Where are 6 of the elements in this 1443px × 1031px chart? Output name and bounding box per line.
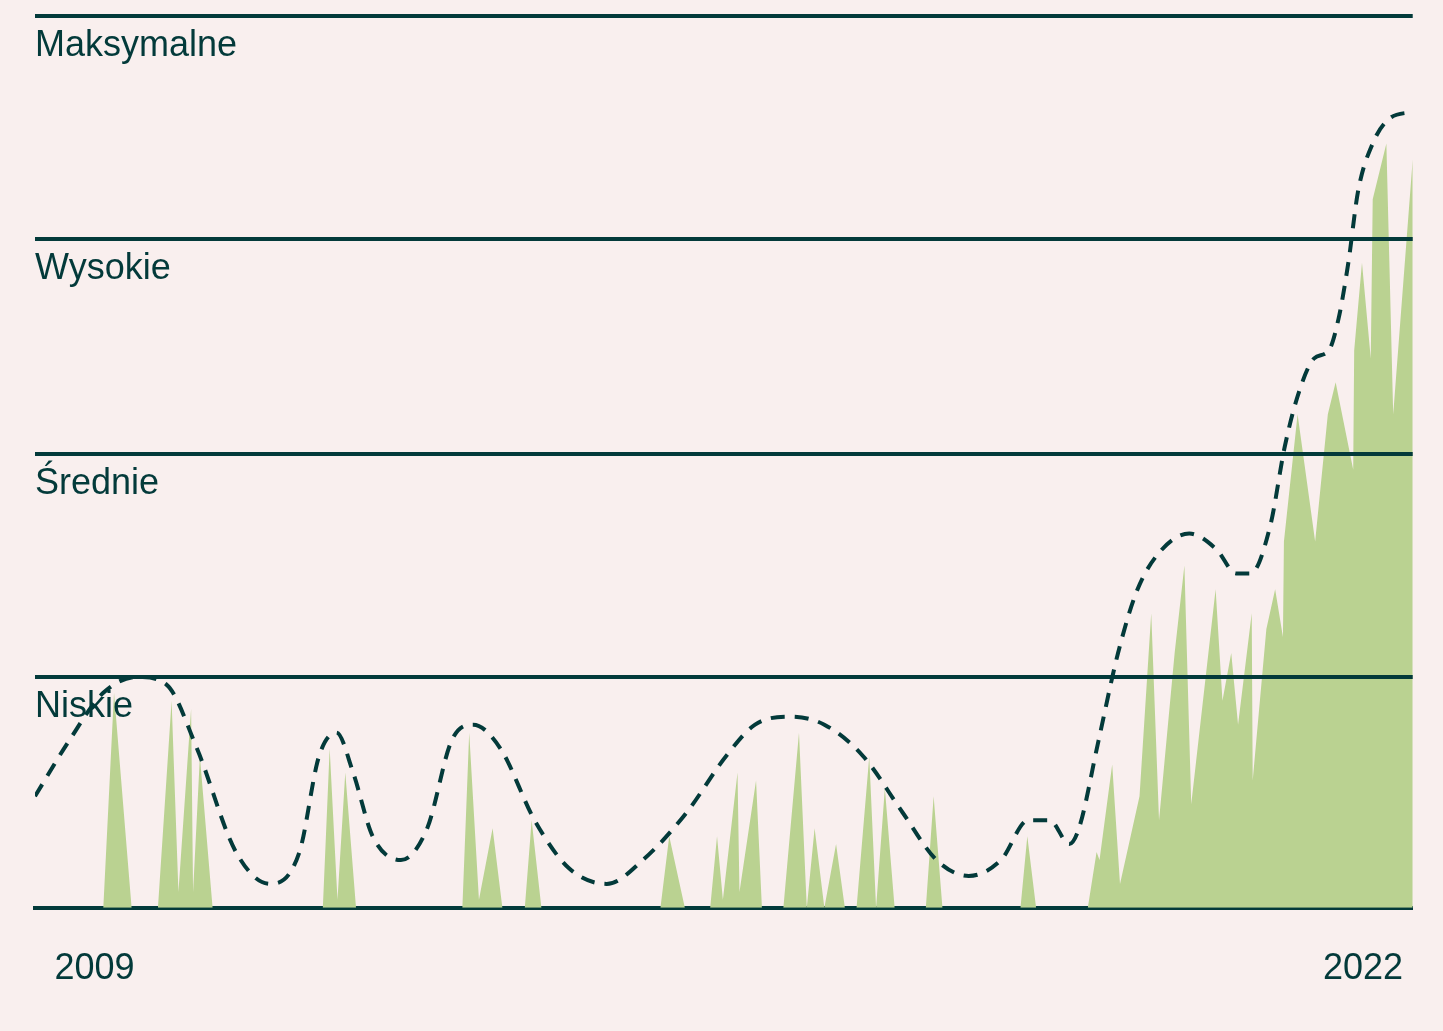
ref-line-label: Średnie — [35, 459, 160, 502]
x-tick-label: 2022 — [1322, 946, 1403, 988]
ref-line-label: Wysokie — [35, 245, 171, 287]
x-tick-label: 2009 — [54, 946, 135, 988]
ref-line-label: Maksymalne — [35, 22, 238, 64]
ref-line-label: Niskie — [35, 683, 134, 725]
